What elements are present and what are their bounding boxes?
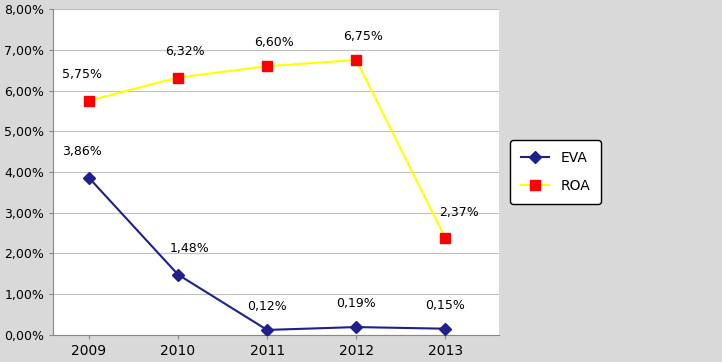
ROA [441,236,450,240]
EVA [263,328,271,332]
Text: 0,12%: 0,12% [247,300,287,313]
Line: EVA: EVA [84,173,450,334]
EVA [352,325,360,329]
EVA [441,327,450,331]
ROA [174,75,183,80]
ROA [84,98,93,103]
Text: 0,15%: 0,15% [425,299,466,312]
Legend: EVA, ROA: EVA, ROA [510,140,601,204]
EVA [174,272,183,277]
Text: 6,60%: 6,60% [254,37,294,50]
Text: 0,19%: 0,19% [336,298,376,310]
ROA [352,58,360,62]
Line: ROA: ROA [84,55,451,243]
Text: 2,37%: 2,37% [440,206,479,219]
Text: 3,86%: 3,86% [62,145,102,158]
EVA [84,176,93,180]
ROA [263,64,271,68]
Text: 1,48%: 1,48% [169,242,209,255]
Text: 5,75%: 5,75% [62,68,102,81]
Text: 6,75%: 6,75% [343,30,383,43]
Text: 6,32%: 6,32% [165,45,205,58]
